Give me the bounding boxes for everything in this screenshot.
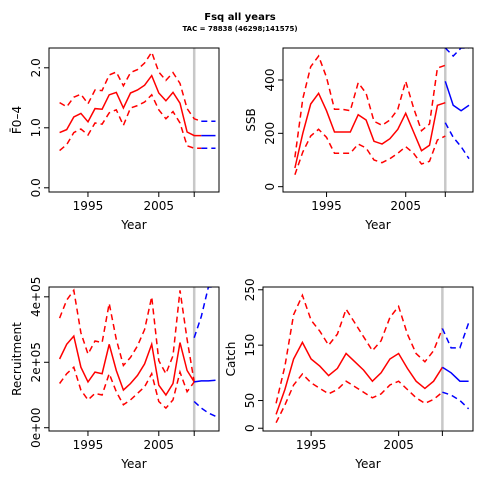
fbar-panel: 1995 2005 0.0 1.0 2.0 Year F̄0–4 [10,47,220,232]
fbar-y-tick-label: 1.0 [29,118,43,137]
fbar-history-lower-line [59,93,202,152]
fbar-x-axis-title: Year [120,218,146,232]
recruitment-y-tick-label: 2e+05 [29,342,43,382]
catch-x-tick-label: 1995 [296,438,327,452]
ssb-forecast-median-line [444,81,470,112]
recruitment-history-lower-line [58,365,195,410]
recruitment-x-tick-label: 1995 [73,438,104,452]
figure-title: Fsq all years [204,12,275,23]
fbar-x-tick-label: 1995 [73,199,104,213]
catch-frame [262,286,474,432]
recruitment-x-axis-title: Year [120,457,146,471]
recruitment-panel: 1995 2005 0e+00 2e+05 4e+05 Year Recruitment [10,277,220,471]
ssb-history-upper-line [294,54,446,158]
fbar-history-upper-line [59,50,202,122]
recruitment-x-tick-label: 2005 [144,438,175,452]
ssb-forecast-upper-line [444,48,469,58]
catch-y-axis-title: Catch [224,342,238,377]
catch-y-tick-label: 150 [243,334,257,357]
recruitment-y-tick-label: 0e+00 [29,408,43,448]
catch-history-lower-line [275,372,443,424]
fbar-x-tick-label: 2005 [144,199,175,213]
recruitment-frame [48,286,220,432]
recruitment-plot-area [58,287,216,431]
ssb-y-tick-label: 200 [263,122,277,145]
ssb-forecast-lower-line [444,122,470,160]
recruitment-y-tick-label: 4e+05 [29,277,43,317]
ssb-panel: 1995 2005 0 200 400 Year SSB [244,47,474,232]
ssb-plot-area [294,48,470,192]
ssb-x-axis-title: Year [364,218,390,232]
fbar-frame [48,47,220,193]
catch-plot-area [275,287,470,431]
recruitment-history-median-line [58,334,195,397]
ssb-y-tick-label: 0 [263,183,277,191]
ssb-y-tick-label: 400 [263,69,277,92]
recruitment-forecast-median-line [194,379,216,383]
ssb-history-median-line [294,91,446,169]
fbar-history-median-line [59,74,202,137]
catch-y-tick-label: 0 [243,424,257,432]
catch-panel: 1995 2005 0 50 150 250 Year Catch [224,278,474,471]
fbar-y-tick-label: 0.0 [29,178,43,197]
catch-forecast-lower-line [442,391,470,410]
catch-forecast-median-line [441,366,469,382]
ssb-history-lower-line [294,128,446,175]
catch-y-tick-label: 50 [243,393,257,408]
recruitment-y-axis-title: Recruitment [10,322,24,396]
catch-x-axis-title: Year [354,457,380,471]
fbar-y-axis-title: F̄0–4 [10,106,24,134]
ssb-frame [282,47,474,193]
catch-x-tick-label: 2005 [383,438,414,452]
recruitment-forecast-lower-line [193,400,216,417]
catch-y-tick-label: 250 [243,278,257,301]
fbar-plot-area [59,48,216,192]
recruitment-forecast-upper-line [193,287,216,338]
catch-history-median-line [275,340,444,415]
figure-subtitle: TAC = 78838 (46298;141575) [182,25,297,33]
ssb-x-tick-label: 2005 [390,199,421,213]
catch-history-upper-line [275,293,444,404]
ssb-x-tick-label: 1995 [311,199,342,213]
catch-forecast-upper-line [441,322,470,349]
ssb-y-axis-title: SSB [244,108,258,131]
fbar-y-tick-label: 2.0 [29,58,43,77]
recruitment-history-upper-line [58,288,195,383]
